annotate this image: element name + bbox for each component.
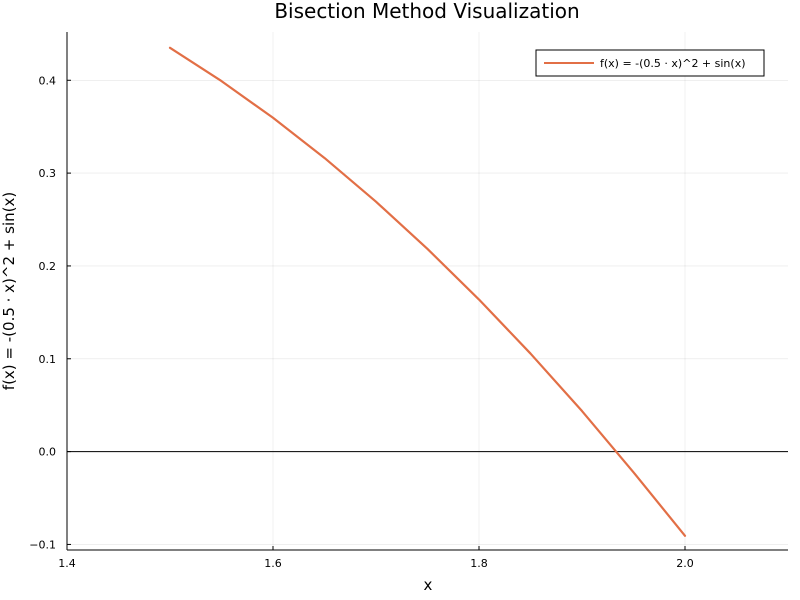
y-tick-label: 0.0 <box>39 446 57 459</box>
x-tick-label: 1.8 <box>470 557 488 570</box>
chart-title: Bisection Method Visualization <box>274 0 579 23</box>
y-tick-label: 0.1 <box>39 353 57 366</box>
axes <box>66 32 788 551</box>
y-axis-label: f(x) = -(0.5 · x)^2 + sin(x) <box>0 192 18 390</box>
x-axis-label: x <box>424 576 433 594</box>
legend: f(x) = -(0.5 · x)^2 + sin(x) <box>535 49 765 77</box>
y-tick-label: 0.3 <box>39 167 57 180</box>
tick-labels: 1.4 1.6 1.8 2.0 −0.1 0.0 0.1 0.2 0.3 0.4 <box>29 74 693 570</box>
y-tick-label: −0.1 <box>29 538 56 551</box>
legend-entry-label: f(x) = -(0.5 · x)^2 + sin(x) <box>600 57 746 70</box>
x-tick-label: 2.0 <box>676 557 694 570</box>
series-line <box>168 46 687 537</box>
x-tick-label: 1.6 <box>264 557 282 570</box>
y-tick-label: 0.2 <box>39 260 57 273</box>
y-tick-label: 0.4 <box>39 74 57 87</box>
x-tick-label: 1.4 <box>58 557 76 570</box>
series-group <box>168 46 687 537</box>
